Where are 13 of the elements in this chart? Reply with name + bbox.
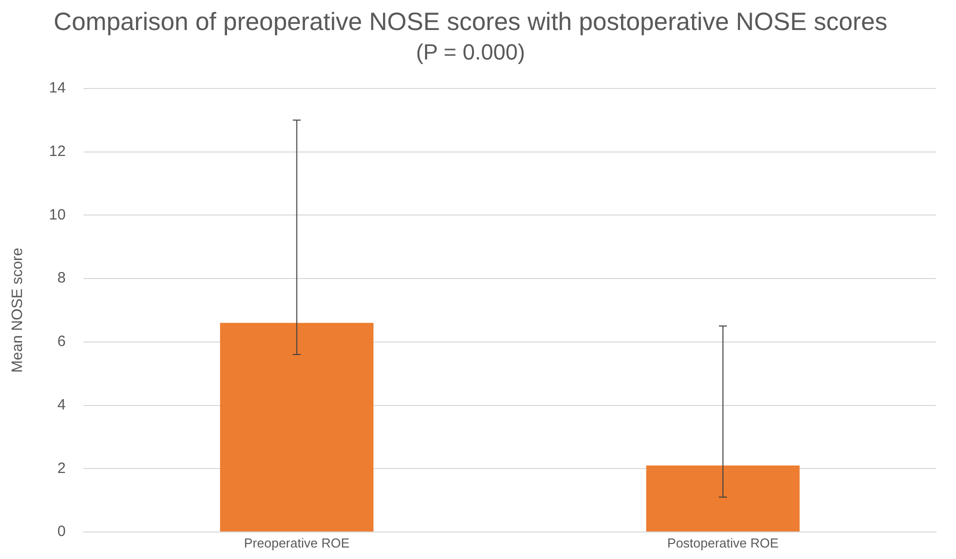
x-tick-label: Postoperative ROE (667, 535, 779, 550)
y-tick-label: 10 (48, 206, 66, 224)
y-axis-title: Mean NOSE score (9, 248, 26, 373)
x-tick-label: Preoperative ROE (244, 535, 350, 550)
y-tick-label: 14 (48, 80, 66, 97)
y-tick-label: 8 (57, 270, 66, 287)
y-tick-label: 0 (57, 523, 66, 540)
y-tick-label: 2 (57, 460, 66, 477)
y-tick-label: 6 (57, 333, 66, 350)
chart-title: Comparison of preoperative NOSE scores with postoperative NOSE scores (54, 8, 888, 36)
y-tick-label: 12 (48, 142, 66, 160)
chart-subtitle: (P = 0.000) (416, 39, 526, 64)
y-tick-label: 4 (57, 396, 66, 414)
